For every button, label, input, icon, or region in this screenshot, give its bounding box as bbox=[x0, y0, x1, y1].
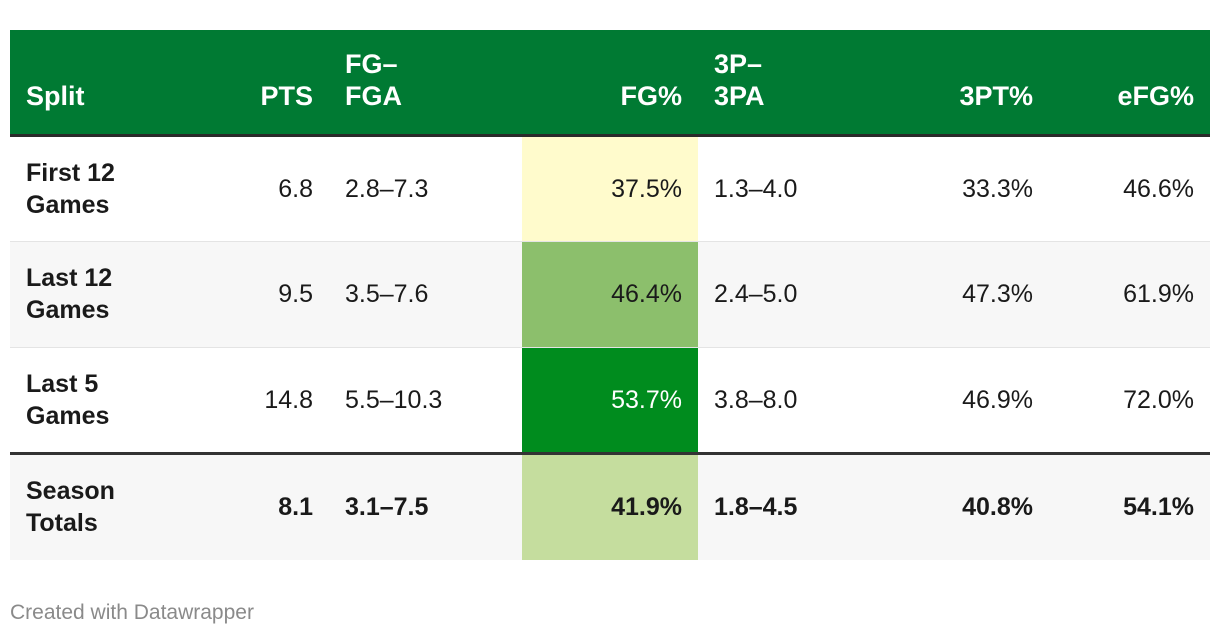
cell-3p-3pa: 1.8–4.5 bbox=[698, 451, 889, 560]
cell-3pt-pct: 46.9% bbox=[962, 385, 1033, 414]
header-split: Split bbox=[10, 30, 200, 137]
cell-3pt-pct: 47.3% bbox=[889, 241, 1049, 348]
table-row: Last 12 Games 9.5 3.5–7.6 46.4% 2.4–5.0 … bbox=[10, 241, 1210, 348]
cell-pts: 8.1 bbox=[200, 451, 329, 560]
cell-fg-fga: 2.8–7.3 bbox=[329, 135, 522, 242]
table-row: Last 5 Games 14.8 5.5–10.3 53.7% 3.8–8.0… bbox=[10, 347, 1210, 453]
cell-pts: 14.8 bbox=[264, 385, 313, 414]
cell-split: First 12 Games bbox=[10, 135, 200, 242]
cell-pts: 6.8 bbox=[200, 135, 329, 242]
cell-split: Last 12 Games bbox=[10, 241, 200, 348]
cell-fg-pct: 41.9% bbox=[522, 451, 698, 560]
cell-efg-pct: 54.1% bbox=[1049, 451, 1210, 560]
stats-table-wrapper: Split PTS FG– FGA FG% 3P– 3PA 3PT% eFG% … bbox=[10, 30, 1210, 560]
cell-fg-fga: 3.5–7.6 bbox=[329, 241, 522, 348]
header-pts: PTS bbox=[200, 30, 329, 137]
header-row: Split PTS FG– FGA FG% 3P– 3PA 3PT% eFG% bbox=[10, 30, 1210, 137]
cell-fg-pct: 37.5% bbox=[522, 135, 698, 242]
cell-3p-3pa: 2.4–5.0 bbox=[698, 241, 889, 348]
cell-split: Season Totals bbox=[10, 451, 200, 560]
cell-fg-fga: 5.5–10.3 bbox=[345, 385, 443, 414]
header-fg-fga-text: FG– FGA bbox=[345, 48, 402, 111]
cell-efg-pct: 72.0% bbox=[1123, 385, 1194, 414]
totals-row: Season Totals 8.1 3.1–7.5 41.9% 1.8–4.5 … bbox=[10, 451, 1210, 560]
header-3pt-pct: 3PT% bbox=[889, 30, 1049, 137]
header-fg-pct: FG% bbox=[522, 30, 698, 137]
header-efg-pct: eFG% bbox=[1049, 30, 1210, 137]
header-3p-3pa-text: 3P– 3PA bbox=[714, 48, 765, 111]
table-row: First 12 Games 6.8 2.8–7.3 37.5% 1.3–4.0… bbox=[10, 135, 1210, 242]
cell-fg-pct: 46.4% bbox=[522, 241, 698, 348]
header-3p-3pa: 3P– 3PA bbox=[698, 30, 889, 137]
cell-pts: 9.5 bbox=[200, 241, 329, 348]
cell-3pt-pct: 33.3% bbox=[889, 135, 1049, 242]
cell-efg-pct: 61.9% bbox=[1049, 241, 1210, 348]
cell-3p-3pa: 1.3–4.0 bbox=[698, 135, 889, 242]
cell-split: Last 5 Games bbox=[26, 369, 110, 430]
datawrapper-credit: Created with Datawrapper bbox=[10, 601, 254, 624]
stats-table: Split PTS FG– FGA FG% 3P– 3PA 3PT% eFG% … bbox=[10, 30, 1210, 560]
cell-efg-pct: 46.6% bbox=[1049, 135, 1210, 242]
cell-fg-pct: 53.7% bbox=[522, 347, 698, 453]
cell-fg-fga: 3.1–7.5 bbox=[329, 451, 522, 560]
header-fg-fga: FG– FGA bbox=[329, 30, 522, 137]
cell-3pt-pct: 40.8% bbox=[889, 451, 1049, 560]
cell-3p-3pa: 3.8–8.0 bbox=[714, 385, 798, 414]
